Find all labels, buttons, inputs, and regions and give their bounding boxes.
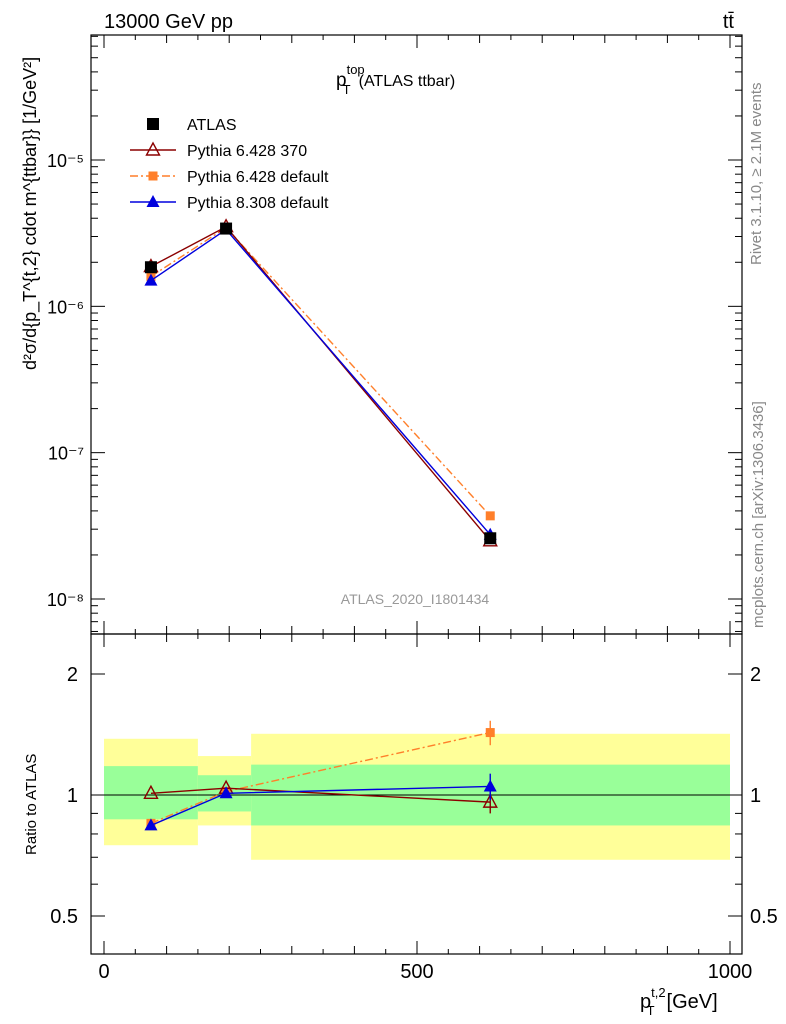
- mcplots-label: mcplots.cern.ch [arXiv:1306.3436]: [750, 401, 767, 628]
- ratio-point-py8_default: [219, 786, 233, 799]
- data-point-atlas: [220, 222, 233, 235]
- x-axis-label-sup: t,2: [651, 985, 665, 1000]
- y-tick-label: 10⁻⁶: [47, 297, 84, 317]
- chart-title-sub: T: [343, 82, 351, 97]
- legend-label-py6_370: Pythia 6.428 370: [187, 143, 307, 160]
- ratio-point-py6_370: [143, 784, 159, 799]
- main-y-axis-label: d²σ/d{p_T^{t,2} cdot m^{ttbar}} [1/GeV²]: [20, 57, 41, 370]
- series-line-py8_default: [150, 228, 491, 536]
- ratio-y-tick-labels: 0.5 0.5 1 1 2 2: [50, 664, 778, 928]
- legend-label-atlas: ATLAS: [187, 117, 237, 134]
- x-tick-label: 500: [400, 961, 433, 983]
- y-tick-label: 1: [67, 785, 78, 807]
- chart-title: ptop T (ATLAS ttbar): [336, 62, 455, 97]
- data-point-atlas: [144, 261, 157, 274]
- ratio-point-py6_default: [485, 728, 495, 738]
- ratio-point-py8_default: [144, 818, 158, 831]
- ratio-point-py8_default: [483, 779, 497, 792]
- x-axis-label: pt,2 T [GeV]: [640, 985, 718, 1018]
- y-tick-label-right: 1: [750, 785, 761, 807]
- x-tick-labels: 0 500 1000: [98, 961, 752, 983]
- legend-label-py6_default: Pythia 6.428 default: [187, 169, 329, 186]
- data-point-atlas: [484, 532, 497, 545]
- chart-title-suffix: (ATLAS ttbar): [359, 73, 456, 90]
- y-tick-label-right: 0.5: [750, 906, 778, 928]
- x-tick-label: 1000: [708, 961, 753, 983]
- x-axis-label-sub: T: [647, 1003, 655, 1018]
- process-label: tt̄: [723, 11, 735, 33]
- chart-title-sup: top: [347, 62, 365, 77]
- data-point-py6_default: [485, 511, 495, 521]
- series-line-py6_370: [150, 225, 491, 542]
- main-ticks: [91, 35, 742, 634]
- legend-marker-py8_default: [146, 195, 160, 207]
- legend-label-py8_default: Pythia 8.308 default: [187, 195, 329, 212]
- y-tick-label: 10⁻⁷: [48, 444, 84, 464]
- legend-marker-py6_370: [145, 141, 161, 156]
- data-point-py8_default: [144, 273, 158, 286]
- y-tick-label: 0.5: [50, 906, 78, 928]
- ratio-bands: [104, 733, 731, 860]
- ratio-panel: 0.5 0.5 1 1 2 2 0 500 1000 Ratio to ATLAS pt,2 T…: [23, 633, 778, 1018]
- main-marks: [143, 218, 498, 547]
- ratio-ticks: [91, 634, 742, 954]
- ratio-point-py6_370: [482, 793, 498, 808]
- rivet-version-label: Rivet 3.1.10, ≥ 2.1M events: [748, 83, 765, 266]
- y-tick-label: 10⁻⁵: [47, 151, 84, 171]
- series-line-py6_default: [150, 226, 491, 517]
- legend: ATLAS Pythia 6.428 370 Pythia 6.428 defaul…: [130, 117, 329, 212]
- y-tick-label-right: 2: [750, 664, 761, 686]
- ratio-marks: [143, 720, 498, 831]
- y-tick-label: 10⁻⁸: [47, 590, 84, 610]
- analysis-label: ATLAS_2020_I1801434: [341, 591, 490, 607]
- ratio-y-axis-label: Ratio to ATLAS: [23, 754, 40, 855]
- legend-marker-atlas: [147, 118, 159, 130]
- energy-label: 13000 GeV pp: [104, 11, 233, 33]
- x-axis-label-main: p: [640, 991, 651, 1013]
- x-tick-label: 0: [98, 961, 109, 983]
- chart-title-main: p: [336, 70, 347, 91]
- y-tick-label: 2: [67, 664, 78, 686]
- main-panel: 10⁻⁵ 10⁻⁶ 10⁻⁷ 10⁻⁸ ptop T (ATLAS ttbar) ATLA…: [20, 34, 743, 635]
- x-axis-label-unit: [GeV]: [667, 991, 718, 1013]
- main-y-tick-labels: 10⁻⁵ 10⁻⁶ 10⁻⁷ 10⁻⁸: [47, 151, 84, 610]
- legend-marker-py6_default: [148, 171, 158, 181]
